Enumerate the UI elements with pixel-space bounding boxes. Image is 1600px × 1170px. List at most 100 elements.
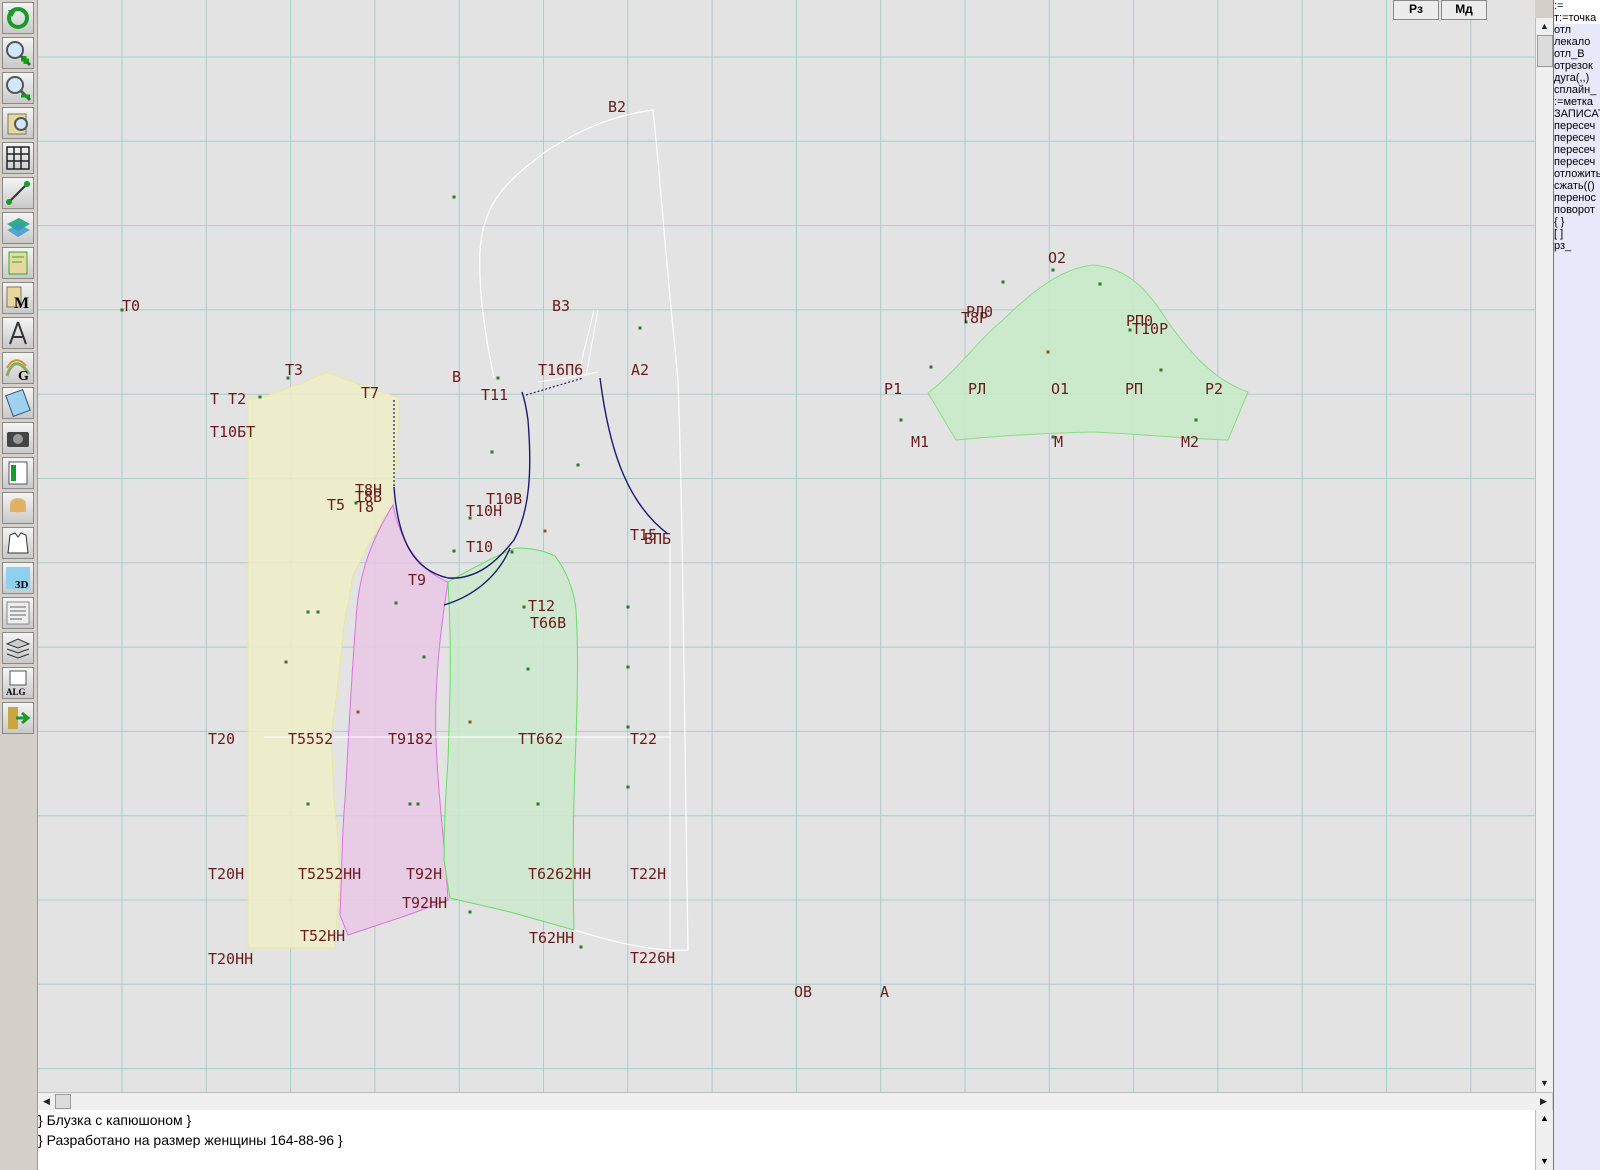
point-label-t9[interactable]: Т9 [408, 571, 426, 589]
point-marker[interactable] [522, 605, 526, 609]
point-label-t52n[interactable]: Т5252НН [298, 865, 361, 883]
command-item[interactable]: дуга(,,) [1554, 72, 1590, 84]
point-label-t10n[interactable]: Т10Н [466, 502, 502, 520]
front-piece[interactable] [443, 547, 578, 931]
point-label-r1[interactable]: Р1 [884, 380, 902, 398]
horizontal-scrollbar[interactable]: ◀ ▶ [38, 1092, 1552, 1110]
point-marker[interactable] [286, 376, 290, 380]
point-marker[interactable] [1051, 435, 1055, 439]
point-marker[interactable] [468, 516, 472, 520]
algorithm-button[interactable]: ALG [2, 667, 34, 699]
point-marker[interactable] [422, 655, 426, 659]
point-label-m[interactable]: М [1054, 433, 1063, 451]
point-marker[interactable] [626, 665, 630, 669]
point-label-ov[interactable]: ОВ [794, 983, 812, 1001]
vertical-scroll-thumb[interactable] [1537, 35, 1553, 67]
point-label-a2[interactable]: А2 [631, 361, 649, 379]
point-label-t662[interactable]: ТТ662 [518, 730, 563, 748]
point-label-t10v[interactable]: Т10В [486, 490, 522, 508]
point-label-t20[interactable]: Т20 [208, 730, 235, 748]
table-button[interactable] [2, 457, 34, 489]
sleeve-piece[interactable] [927, 264, 1249, 441]
point-label-t8[interactable]: Т8 [356, 498, 374, 516]
point-marker[interactable] [526, 667, 530, 671]
console-scroll-down-icon[interactable]: ▼ [1540, 1156, 1549, 1166]
point-label-t10[interactable]: Т10 [466, 538, 493, 556]
point-label-t52hh[interactable]: Т52НН [300, 927, 345, 945]
algorithm-console[interactable]: } Блузка с капюшоном } } Разработано на … [38, 1110, 1535, 1170]
point-label-t55[interactable]: Т5552 [288, 730, 333, 748]
point-marker[interactable] [1051, 268, 1055, 272]
console-scroll-up-icon[interactable]: ▲ [1540, 1113, 1549, 1123]
shoulder-dashed[interactable] [393, 377, 584, 487]
point-marker[interactable] [1159, 368, 1163, 372]
point-label-t8n[interactable]: Т8Н [355, 481, 382, 499]
zoom-in-button[interactable] [2, 37, 34, 69]
refresh-button[interactable] [2, 2, 34, 34]
command-item[interactable]: отл [1554, 24, 1572, 36]
grading-button[interactable]: G [2, 352, 34, 384]
point-label-m2[interactable]: М2 [1181, 433, 1199, 451]
scroll-right-arrow-icon[interactable]: ▶ [1540, 1096, 1547, 1106]
point-marker[interactable] [394, 601, 398, 605]
point-label-t10bt[interactable]: Т10БТ [210, 423, 255, 441]
point-label-a[interactable]: А [880, 983, 889, 1001]
point-marker[interactable] [354, 501, 358, 505]
point-label-t11[interactable]: Т11 [481, 386, 508, 404]
point-label-rp0[interactable]: РП0 [1126, 312, 1153, 330]
console-line[interactable]: } Разработано на размер женщины 164-88-9… [38, 1132, 343, 1148]
point-marker[interactable] [452, 549, 456, 553]
point-label-rl[interactable]: РЛ [968, 380, 986, 398]
point-label-t16[interactable]: Т16П6 [538, 361, 583, 379]
point-marker[interactable] [306, 802, 310, 806]
point-label-t66v[interactable]: Т66В [530, 614, 566, 632]
point-label-rp[interactable]: РП [1125, 380, 1143, 398]
console-line[interactable]: } Блузка с капюшоном } [38, 1112, 192, 1128]
armhole-curve[interactable] [393, 391, 531, 579]
scroll-down-arrow-icon[interactable]: ▼ [1540, 1078, 1549, 1088]
point-label-t3[interactable]: Т3 [285, 361, 303, 379]
point-label-b3[interactable]: В3 [552, 297, 570, 315]
command-item[interactable]: перенос [1554, 192, 1597, 204]
grid-button[interactable] [2, 142, 34, 174]
point-marker[interactable] [1001, 280, 1005, 284]
point-label-t62hh[interactable]: Т62НН [529, 929, 574, 947]
command-item[interactable]: пересеч [1554, 156, 1596, 168]
command-item[interactable]: т:=точка [1554, 12, 1600, 24]
command-item[interactable]: пересеч [1554, 132, 1596, 144]
exit-button[interactable] [2, 702, 34, 734]
command-item[interactable]: [ ] [1554, 228, 1564, 240]
command-item[interactable]: отложить [1554, 168, 1600, 180]
command-item[interactable]: := [1554, 0, 1600, 12]
point-marker[interactable] [626, 785, 630, 789]
md-button[interactable]: Мд [1441, 0, 1487, 20]
command-item[interactable]: пересеч [1554, 120, 1596, 132]
point-marker[interactable] [120, 308, 124, 312]
point-marker[interactable] [468, 910, 472, 914]
front-outline[interactable] [479, 109, 689, 951]
model-photo-button[interactable] [2, 492, 34, 524]
point-label-t7[interactable]: Т7 [361, 384, 379, 402]
garment-sketch-button[interactable] [2, 527, 34, 559]
point-label-t2[interactable]: Т Т2 [210, 390, 246, 408]
point-marker[interactable] [536, 802, 540, 806]
text-document-button[interactable] [2, 597, 34, 629]
point-label-t20n[interactable]: Т20Н [208, 865, 244, 883]
point-marker[interactable] [929, 365, 933, 369]
point-label-vpb[interactable]: ВПБ [644, 530, 671, 548]
point-marker[interactable] [899, 418, 903, 422]
point-label-t918[interactable]: Т9182 [388, 730, 433, 748]
point-marker[interactable] [284, 660, 288, 664]
point-marker[interactable] [306, 610, 310, 614]
front-centre-line[interactable] [264, 540, 671, 948]
point-label-t226[interactable]: Т226Н [630, 949, 675, 967]
point-marker[interactable] [1128, 328, 1132, 332]
point-label-t0[interactable]: Т0 [122, 297, 140, 315]
horizontal-scroll-thumb[interactable] [55, 1094, 71, 1109]
point-label-t10r[interactable]: Т10Р [1132, 320, 1168, 338]
point-label-t20hh[interactable]: Т20НН [208, 950, 253, 968]
point-marker[interactable] [468, 720, 472, 724]
stack-button[interactable] [2, 632, 34, 664]
point-label-t22n[interactable]: Т22Н [630, 865, 666, 883]
